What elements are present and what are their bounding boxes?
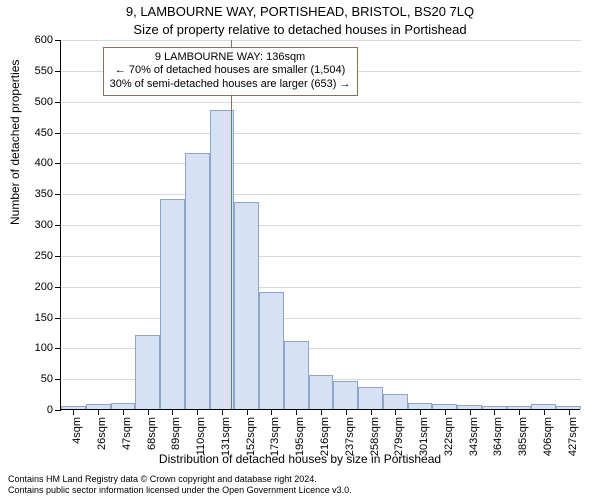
x-tick-label: 237sqm	[344, 378, 356, 417]
x-tick-label: 258sqm	[369, 378, 381, 417]
chart-container: 9, LAMBOURNE WAY, PORTISHEAD, BRISTOL, B…	[0, 0, 600, 500]
x-tick-label: 26sqm	[96, 384, 108, 417]
title-line-1: 9, LAMBOURNE WAY, PORTISHEAD, BRISTOL, B…	[0, 4, 600, 19]
y-tick-label: 200	[35, 281, 61, 293]
gridline	[61, 194, 581, 195]
gridline	[61, 225, 581, 226]
footer-line-2: Contains public sector information licen…	[8, 485, 352, 496]
x-tick-label: 195sqm	[294, 378, 306, 417]
y-tick-label: 50	[41, 373, 61, 385]
x-tick-label: 68sqm	[146, 384, 158, 417]
footer-attribution: Contains HM Land Registry data © Crown c…	[8, 474, 352, 496]
y-tick-label: 400	[35, 157, 61, 169]
gridline	[61, 287, 581, 288]
x-tick-label: 406sqm	[542, 378, 554, 417]
plot: 0501001502002503003504004505005506004sqm…	[60, 40, 580, 410]
y-tick-label: 150	[35, 312, 61, 324]
x-tick-label: 385sqm	[517, 378, 529, 417]
y-tick-label: 250	[35, 250, 61, 262]
y-tick-label: 350	[35, 188, 61, 200]
y-tick-label: 300	[35, 219, 61, 231]
annotation-line: 9 LAMBOURNE WAY: 136sqm	[110, 51, 351, 65]
gridline	[61, 102, 581, 103]
x-tick-label: 427sqm	[567, 378, 579, 417]
annotation-line: ← 70% of detached houses are smaller (1,…	[110, 64, 351, 78]
title-line-2: Size of property relative to detached ho…	[0, 22, 600, 37]
annotation-box: 9 LAMBOURNE WAY: 136sqm← 70% of detached…	[103, 47, 358, 96]
gridline	[61, 256, 581, 257]
x-tick-label: 343sqm	[468, 378, 480, 417]
y-tick-label: 450	[35, 127, 61, 139]
x-tick-label: 173sqm	[269, 378, 281, 417]
x-tick-label: 152sqm	[245, 378, 257, 417]
x-tick-label: 110sqm	[195, 379, 207, 417]
x-tick-label: 89sqm	[170, 384, 182, 417]
footer-line-1: Contains HM Land Registry data © Crown c…	[8, 474, 352, 485]
y-tick-label: 500	[35, 96, 61, 108]
annotation-line: 30% of semi-detached houses are larger (…	[110, 78, 351, 92]
gridline	[61, 133, 581, 134]
x-tick-label: 4sqm	[71, 390, 83, 417]
y-tick-label: 0	[47, 404, 61, 416]
gridline	[61, 40, 581, 41]
x-tick-label: 216sqm	[319, 378, 331, 417]
x-tick-label: 47sqm	[121, 384, 133, 417]
y-tick-label: 600	[35, 34, 61, 46]
x-tick-label: 279sqm	[393, 378, 405, 417]
y-tick-label: 550	[35, 65, 61, 77]
histogram-bar	[185, 153, 210, 409]
plot-area: 0501001502002503003504004505005506004sqm…	[60, 40, 580, 410]
gridline	[61, 318, 581, 319]
x-tick-label: 301sqm	[418, 378, 430, 417]
y-tick-label: 100	[35, 342, 61, 354]
x-axis-label: Distribution of detached houses by size …	[0, 452, 600, 466]
x-tick-label: 322sqm	[443, 378, 455, 417]
gridline	[61, 163, 581, 164]
x-tick-label: 364sqm	[492, 378, 504, 417]
histogram-bar	[160, 199, 185, 409]
y-axis-label: Number of detached properties	[8, 60, 22, 225]
